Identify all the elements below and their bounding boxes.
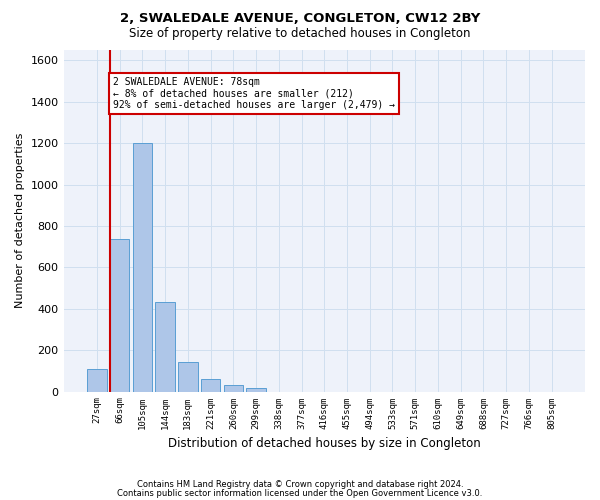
- Text: 2, SWALEDALE AVENUE, CONGLETON, CW12 2BY: 2, SWALEDALE AVENUE, CONGLETON, CW12 2BY: [120, 12, 480, 26]
- Text: Size of property relative to detached houses in Congleton: Size of property relative to detached ho…: [129, 28, 471, 40]
- Bar: [224, 386, 243, 392]
- Bar: [155, 302, 175, 392]
- Text: 2 SWALEDALE AVENUE: 78sqm
← 8% of detached houses are smaller (212)
92% of semi-: 2 SWALEDALE AVENUE: 78sqm ← 8% of detach…: [113, 77, 395, 110]
- Bar: [178, 362, 197, 392]
- Y-axis label: Number of detached properties: Number of detached properties: [15, 133, 25, 308]
- Bar: [201, 379, 220, 392]
- Bar: [110, 240, 130, 392]
- Text: Contains HM Land Registry data © Crown copyright and database right 2024.: Contains HM Land Registry data © Crown c…: [137, 480, 463, 489]
- Bar: [247, 388, 266, 392]
- Bar: [133, 143, 152, 392]
- Bar: [87, 369, 107, 392]
- Text: Contains public sector information licensed under the Open Government Licence v3: Contains public sector information licen…: [118, 488, 482, 498]
- X-axis label: Distribution of detached houses by size in Congleton: Distribution of detached houses by size …: [168, 437, 481, 450]
